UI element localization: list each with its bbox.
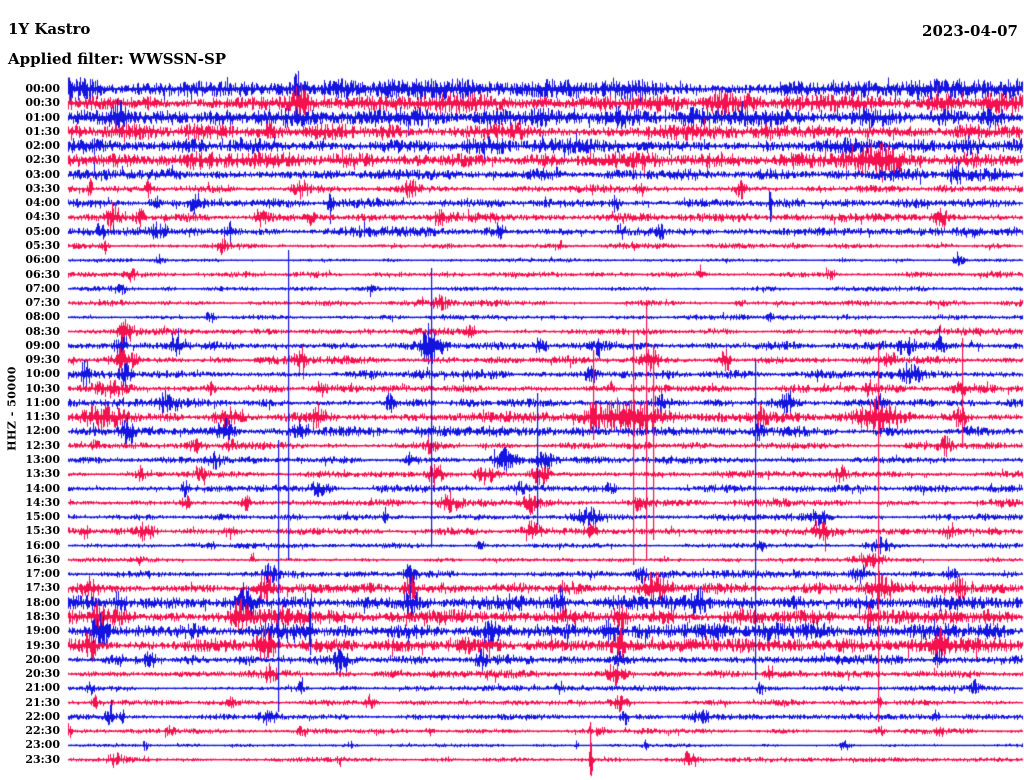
time-label: 16:00 (25, 538, 60, 552)
time-label: 21:30 (25, 695, 60, 709)
time-label: 20:00 (25, 652, 60, 666)
time-label: 20:30 (25, 667, 60, 681)
filter-label: Applied filter: WWSSN-SP (8, 50, 227, 68)
time-label: 04:30 (25, 210, 60, 224)
time-label: 15:00 (25, 510, 60, 524)
time-label: 14:00 (25, 481, 60, 495)
time-label: 08:00 (25, 310, 60, 324)
time-label: 23:30 (25, 752, 60, 766)
time-label: 09:30 (25, 353, 60, 367)
time-label: 03:00 (25, 167, 60, 181)
time-label: 05:30 (25, 238, 60, 252)
time-label: 00:30 (25, 96, 60, 110)
time-label: 11:00 (25, 395, 60, 409)
time-label: 02:30 (25, 153, 60, 167)
time-label: 14:30 (25, 495, 60, 509)
time-label: 00:00 (25, 82, 60, 95)
time-label: 19:00 (25, 624, 60, 638)
time-label: 01:00 (25, 110, 60, 124)
time-label: 10:00 (25, 367, 60, 381)
time-axis: 00:00 00:30 01:00 01:30 02:00 02:30 03:00 03:30… (0, 0, 62, 780)
time-label: 02:00 (25, 139, 60, 153)
time-label: 03:30 (25, 181, 60, 195)
time-label: 22:00 (25, 709, 60, 723)
time-label: 17:30 (25, 581, 60, 595)
time-label: 13:30 (25, 467, 60, 481)
station-title: 1Y Kastro (8, 20, 91, 38)
time-label: 01:30 (25, 124, 60, 138)
time-label: 07:30 (25, 296, 60, 310)
time-label: 19:30 (25, 638, 60, 652)
time-label: 10:30 (25, 381, 60, 395)
time-label: 15:30 (25, 524, 60, 538)
time-label: 13:00 (25, 453, 60, 467)
time-label: 11:30 (25, 410, 60, 424)
time-label: 17:00 (25, 567, 60, 581)
time-label: 06:30 (25, 267, 60, 281)
time-label: 16:30 (25, 552, 60, 566)
time-label: 23:00 (25, 738, 60, 752)
time-label: 12:00 (25, 424, 60, 438)
time-label: 05:00 (25, 224, 60, 238)
time-label: 09:00 (25, 338, 60, 352)
time-label: 06:00 (25, 253, 60, 267)
time-label: 07:00 (25, 281, 60, 295)
time-label: 22:30 (25, 724, 60, 738)
date-label: 2023-04-07 (922, 22, 1018, 40)
time-label: 04:00 (25, 196, 60, 210)
time-label: 18:30 (25, 609, 60, 623)
time-label: 18:00 (25, 595, 60, 609)
time-label: 12:30 (25, 438, 60, 452)
time-label: 21:00 (25, 681, 60, 695)
time-label: 08:30 (25, 324, 60, 338)
